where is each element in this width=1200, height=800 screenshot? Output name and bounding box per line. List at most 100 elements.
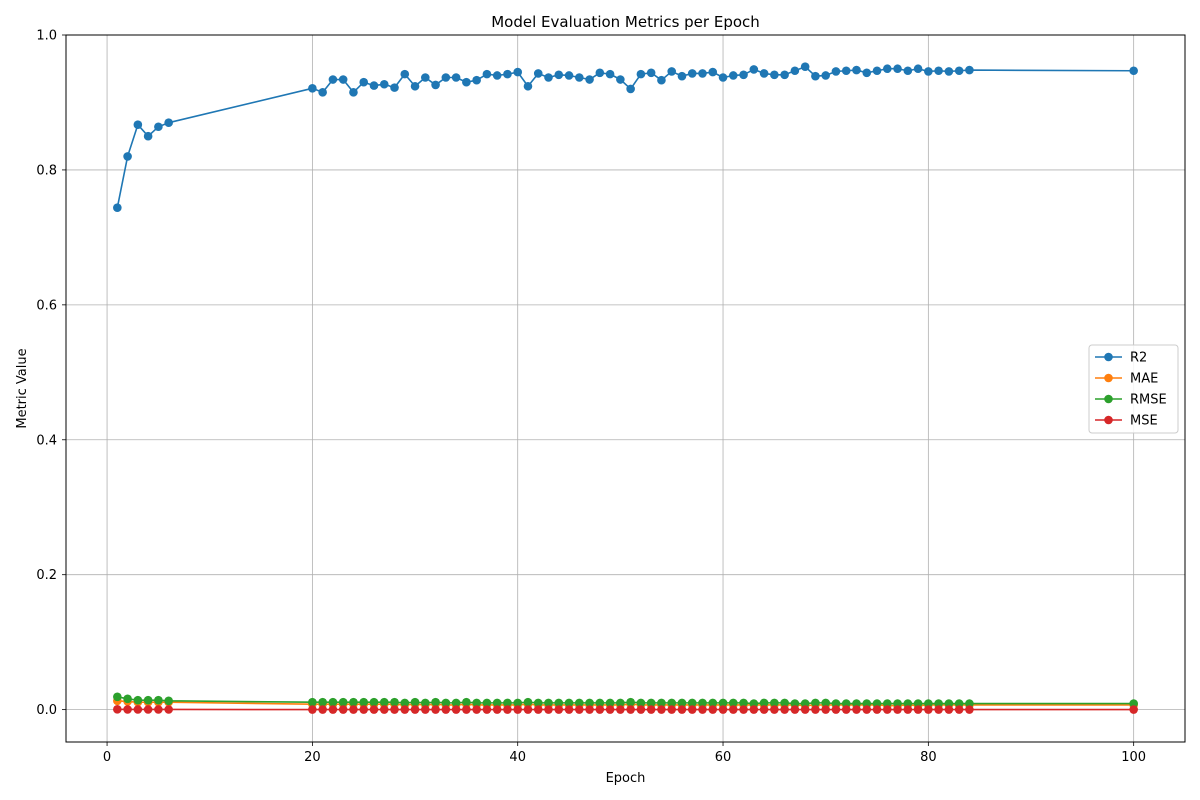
data-point-mse xyxy=(513,705,523,714)
data-point-mse xyxy=(359,705,369,714)
data-point-r2 xyxy=(728,71,738,80)
data-point-mse xyxy=(872,705,882,714)
series-mse xyxy=(113,705,1138,714)
data-point-r2 xyxy=(1129,66,1138,76)
data-point-r2 xyxy=(338,75,348,84)
data-point-rmse xyxy=(821,698,830,708)
data-point-rmse xyxy=(954,699,964,708)
data-point-r2 xyxy=(431,80,440,90)
data-point-r2 xyxy=(718,73,728,82)
data-point-rmse xyxy=(831,699,841,708)
data-point-mse xyxy=(708,705,718,714)
data-point-mse xyxy=(533,705,543,714)
data-point-mse xyxy=(759,705,769,714)
data-point-r2 xyxy=(616,75,625,84)
data-point-r2 xyxy=(636,69,646,79)
data-point-mse xyxy=(841,705,851,714)
data-point-mse xyxy=(924,705,933,714)
data-point-r2 xyxy=(626,84,635,94)
data-point-r2 xyxy=(934,66,943,76)
data-point-mse xyxy=(585,705,594,714)
data-point-r2 xyxy=(811,71,820,81)
data-point-r2 xyxy=(410,81,420,91)
data-point-mse xyxy=(369,705,379,714)
y-tick-label: 1.0 xyxy=(36,29,57,44)
data-point-rmse xyxy=(667,698,676,708)
data-point-rmse xyxy=(698,698,707,708)
data-point-mse xyxy=(379,705,389,714)
data-point-rmse xyxy=(472,698,481,708)
data-point-r2 xyxy=(421,73,430,82)
legend-marker-r2 xyxy=(1104,352,1113,362)
data-point-r2 xyxy=(605,69,615,79)
data-point-mse xyxy=(410,705,420,714)
data-point-mse xyxy=(636,705,646,714)
data-point-r2 xyxy=(441,73,451,82)
legend-item-mae: MAE xyxy=(1095,372,1158,387)
data-point-r2 xyxy=(965,65,974,75)
data-point-mse xyxy=(687,705,697,714)
data-point-rmse xyxy=(646,698,656,708)
data-point-rmse xyxy=(503,698,512,708)
data-point-rmse xyxy=(965,699,974,708)
data-point-r2 xyxy=(369,81,379,90)
data-point-mse xyxy=(564,705,574,714)
data-point-rmse xyxy=(154,695,163,705)
data-point-r2 xyxy=(462,77,471,87)
data-point-rmse xyxy=(780,698,789,708)
data-point-rmse xyxy=(431,697,440,707)
data-point-r2 xyxy=(164,118,173,127)
data-point-rmse xyxy=(657,698,666,708)
data-point-mse xyxy=(811,705,820,714)
data-point-rmse xyxy=(687,698,697,708)
data-point-rmse xyxy=(564,698,574,708)
data-point-rmse xyxy=(626,697,635,707)
data-point-r2 xyxy=(523,81,533,91)
data-point-mse xyxy=(965,705,974,714)
data-point-mse xyxy=(595,705,605,714)
series-r2 xyxy=(113,62,1138,212)
data-point-r2 xyxy=(698,69,707,78)
legend-marker-mae xyxy=(1104,373,1113,383)
data-point-mse xyxy=(739,705,748,714)
data-point-r2 xyxy=(113,203,122,212)
data-point-r2 xyxy=(544,73,553,82)
data-point-mse xyxy=(1129,705,1138,714)
data-point-r2 xyxy=(143,131,153,141)
data-point-rmse xyxy=(328,697,338,707)
data-point-rmse xyxy=(554,698,564,708)
x-tick-label: 100 xyxy=(1121,750,1146,765)
axis-ticks: 0 20 40 60 80 100 0.0 0.2 0.4 0.6 0.8 1.0 xyxy=(36,29,1146,766)
x-tick-label: 40 xyxy=(509,750,526,765)
data-point-r2 xyxy=(667,67,676,76)
data-point-r2 xyxy=(575,73,584,82)
data-point-r2 xyxy=(533,69,543,78)
data-point-r2 xyxy=(677,71,687,81)
data-point-mse xyxy=(308,705,317,714)
data-point-r2 xyxy=(924,67,933,76)
data-point-mse xyxy=(544,705,553,714)
data-point-rmse xyxy=(934,699,943,708)
data-point-mse xyxy=(318,705,327,714)
data-point-rmse xyxy=(893,699,902,708)
data-point-rmse xyxy=(759,698,769,708)
data-point-rmse xyxy=(708,698,718,708)
legend-label-mae: MAE xyxy=(1130,372,1158,387)
data-point-r2 xyxy=(872,66,882,76)
data-point-mse xyxy=(143,705,153,714)
data-point-r2 xyxy=(954,66,964,76)
series-group xyxy=(113,62,1138,714)
y-tick-label: 0.4 xyxy=(36,433,57,448)
data-point-r2 xyxy=(800,62,810,72)
data-point-rmse xyxy=(338,697,348,707)
data-point-mse xyxy=(482,705,492,714)
data-point-r2 xyxy=(893,64,902,74)
data-point-mse xyxy=(882,705,892,714)
x-axis-label: Epoch xyxy=(606,771,646,786)
data-point-rmse xyxy=(841,699,851,708)
y-tick-label: 0.8 xyxy=(36,163,57,178)
data-point-mse xyxy=(154,705,163,714)
data-point-r2 xyxy=(564,71,574,80)
data-point-r2 xyxy=(770,70,779,80)
